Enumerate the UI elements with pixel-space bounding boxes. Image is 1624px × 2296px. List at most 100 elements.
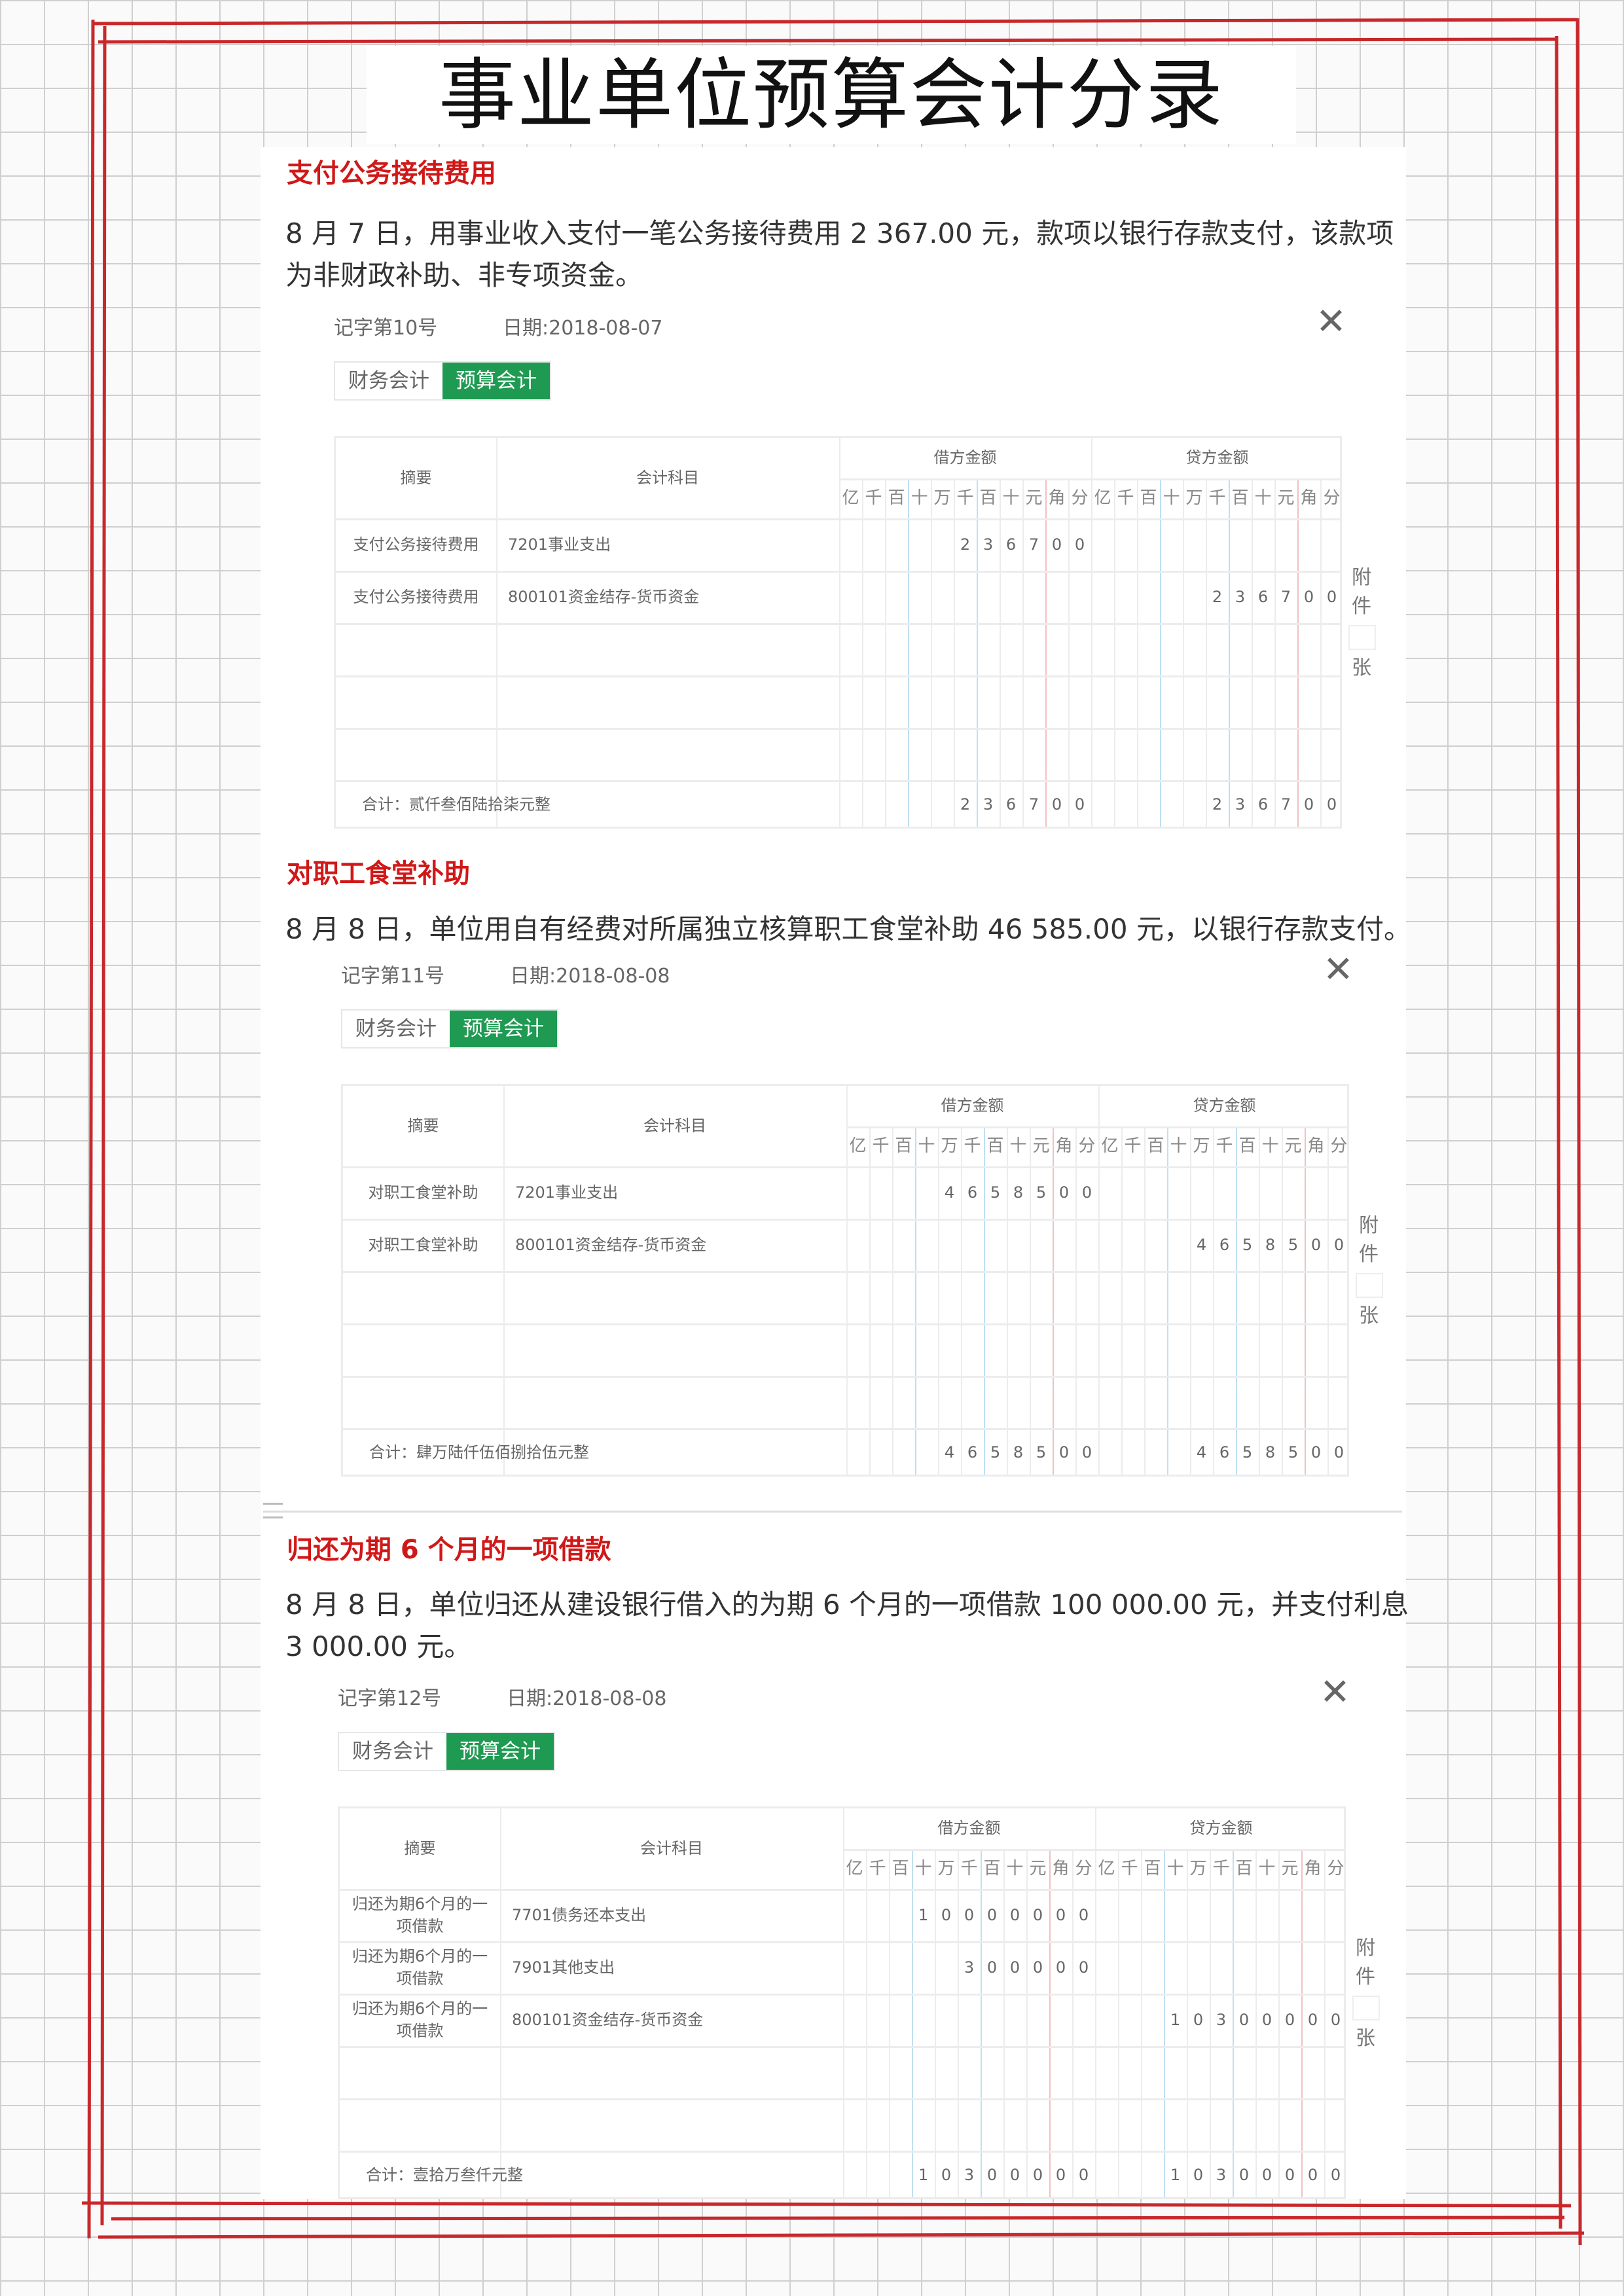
digit-divider — [984, 1126, 985, 1475]
row-divider — [343, 1166, 1347, 1168]
section-heading: 归还为期 6 个月的一项借款 — [287, 1535, 611, 1565]
amount-digit: 0 — [1261, 2166, 1272, 2184]
close-icon[interactable]: ✕ — [1316, 300, 1346, 343]
tab-financial-accounting[interactable]: 财务会计 — [342, 1011, 450, 1047]
header-account: 会计科目 — [643, 1117, 706, 1135]
row-account: 7901其他支出 — [512, 1958, 615, 1977]
digit-divider — [1072, 1848, 1074, 2197]
attachment-unit: 张 — [1359, 1304, 1379, 1327]
digit-unit-label: 千 — [964, 1136, 981, 1156]
amount-digit: 0 — [1055, 2166, 1066, 2184]
digit-unit-label: 分 — [1078, 1136, 1096, 1156]
amount-digit: 0 — [1238, 2166, 1250, 2184]
attachment-label-1: 附 — [1356, 1937, 1375, 1960]
summary-line: 归还为期6个月的一 — [352, 1895, 488, 1913]
voucher-table: 摘要 会计科目 借方金额 贷方金额亿千百十万千百十元角分亿千百十万千百十元角分对职工食… — [341, 1084, 1349, 1477]
tab-financial-accounting[interactable]: 财务会计 — [339, 1733, 446, 1770]
digit-divider — [1114, 478, 1115, 827]
amount-digit: 6 — [967, 1443, 978, 1462]
total-label: 合计：贰仟叁佰陆拾柒元整 — [362, 795, 550, 814]
amount-digit: 5 — [990, 1183, 1001, 1202]
summary-line: 归还为期6个月的一 — [352, 2000, 488, 2018]
summary-line: 项借款 — [396, 2022, 444, 2040]
attachment-count-input[interactable] — [1356, 1273, 1383, 1298]
amount-digit: 6 — [1005, 535, 1017, 554]
amount-digit: 5 — [1288, 1443, 1299, 1462]
tab-financial-accounting[interactable]: 财务会计 — [335, 363, 442, 399]
row-account: 7701债务还本支出 — [512, 1906, 647, 1924]
digit-unit-label: 百 — [983, 1858, 1001, 1878]
amount-digit: 2 — [960, 535, 971, 554]
digit-unit-label: 十 — [1166, 1858, 1184, 1878]
digit-unit-label: 万 — [937, 1858, 955, 1878]
paragraph-line: 8 月 7 日，用事业收入支付一笔公务接待费用 2 367.00 元，款项以银行… — [285, 217, 1394, 249]
digit-divider — [977, 478, 978, 827]
column-divider — [503, 1086, 505, 1475]
amount-digit: 6 — [1219, 1236, 1230, 1254]
voucher-date: 日期:2018-08-08 — [507, 1687, 667, 1710]
section-paragraph: 8 月 8 日，单位归还从建设银行借入的为期 6 个月的一项借款 100 000… — [285, 1584, 1411, 1668]
digit-unit-label: 元 — [1277, 488, 1295, 508]
row-divider — [340, 2098, 1344, 2100]
amount-digit: 3 — [1216, 2166, 1227, 2184]
header-credit: 贷方金额 — [1185, 448, 1249, 467]
amount-digit: 0 — [1032, 1906, 1043, 1924]
row-divider — [336, 571, 1340, 573]
row-account: 7201事业支出 — [508, 535, 611, 554]
digit-unit-label: 千 — [960, 1858, 978, 1878]
digit-divider — [931, 478, 932, 827]
section-divider — [263, 1511, 1402, 1513]
digit-divider — [1068, 478, 1070, 827]
row-divider — [336, 728, 1340, 730]
digit-divider — [889, 1848, 890, 2197]
amount-digit: 0 — [1333, 1443, 1344, 1462]
close-icon[interactable]: ✕ — [1320, 1671, 1350, 1713]
digit-divider — [954, 478, 955, 827]
header-divider — [839, 478, 1340, 480]
summary-line: 支付公务接待费用 — [353, 588, 479, 606]
attachment-count-input[interactable] — [1348, 625, 1376, 650]
digit-unit-label: 分 — [1323, 488, 1341, 508]
amount-digit: 5 — [1288, 1236, 1299, 1254]
amount-digit: 4 — [944, 1183, 955, 1202]
amount-digit: 1 — [918, 2166, 929, 2184]
tab-budget-accounting[interactable]: 预算会计 — [446, 1733, 554, 1770]
digit-unit-label: 分 — [1071, 488, 1089, 508]
row-summary: 支付公务接待费用 — [336, 518, 496, 571]
attachment-count-input[interactable] — [1352, 1996, 1380, 2020]
digit-unit-label: 千 — [872, 1136, 890, 1156]
paragraph-line: 3 000.00 元。 — [285, 1630, 472, 1662]
digit-unit-label: 分 — [1075, 1858, 1092, 1878]
digit-divider — [1075, 1126, 1077, 1475]
tab-budget-accounting[interactable]: 预算会计 — [442, 363, 550, 399]
amount-digit: 5 — [990, 1443, 1001, 1462]
amount-digit: 7 — [1280, 795, 1291, 814]
voucher-date: 日期:2018-08-08 — [510, 965, 670, 988]
header-credit: 贷方金额 — [1189, 1819, 1253, 1837]
amount-digit: 5 — [1242, 1443, 1253, 1462]
digit-unit-label: 十 — [911, 488, 928, 508]
divider-handle-icon[interactable] — [263, 1503, 283, 1518]
amount-digit: 0 — [1284, 2011, 1295, 2029]
amount-digit: 0 — [1303, 795, 1314, 814]
row-account: 7201事业支出 — [515, 1183, 619, 1202]
header-account: 会计科目 — [640, 1839, 703, 1857]
digit-divider — [1160, 478, 1161, 827]
digit-divider — [1282, 1126, 1283, 1475]
amount-digit: 0 — [1078, 1906, 1089, 1924]
amount-digit: 8 — [1265, 1236, 1276, 1254]
tab-budget-accounting[interactable]: 预算会计 — [450, 1011, 557, 1047]
digit-divider — [1167, 1126, 1168, 1475]
amount-digit: 5 — [1036, 1183, 1047, 1202]
amount-digit: 0 — [1310, 1236, 1322, 1254]
voucher-tabs: 财务会计 预算会计 — [341, 1009, 558, 1049]
amount-digit: 6 — [1257, 795, 1269, 814]
digit-unit-label: 千 — [1208, 488, 1226, 508]
amount-digit: 1 — [1170, 2011, 1181, 2029]
digit-unit-label: 千 — [1117, 488, 1134, 508]
digit-unit-label: 千 — [865, 488, 882, 508]
summary-line: 归还为期6个月的一 — [352, 1947, 488, 1965]
digit-unit-label: 角 — [1055, 1136, 1073, 1156]
header-debit: 借方金额 — [937, 1819, 1001, 1837]
close-icon[interactable]: ✕ — [1323, 948, 1354, 991]
